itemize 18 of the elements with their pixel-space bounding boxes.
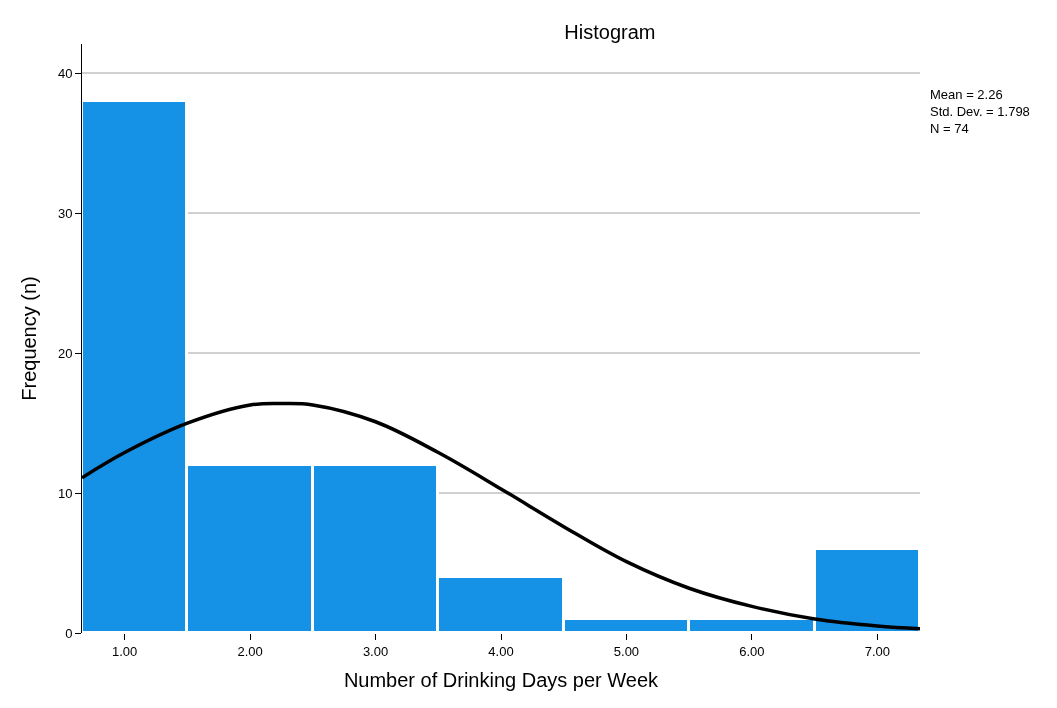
chart-title: Histogram <box>564 20 656 43</box>
x-tick-label: 1.00 <box>111 643 138 659</box>
y-axis-title: Frequency (n) <box>18 276 41 401</box>
y-tick-label: 40 <box>57 65 73 81</box>
x-tick-label: 5.00 <box>613 643 640 659</box>
text: Mean = 2.26 <box>930 87 1003 102</box>
text: N = 74 <box>930 120 969 136</box>
x-tick-label: 4.00 <box>488 643 514 659</box>
x-tick-label: 6.00 <box>739 643 765 659</box>
y-tick-label: 0 <box>65 625 73 641</box>
x-tick-label: 2.00 <box>237 643 263 659</box>
text: Std. Dev. = 1.798 <box>930 103 1030 119</box>
y-tick-label: 10 <box>57 485 73 501</box>
x-tick-label: 7.00 <box>864 643 891 659</box>
y-tick-label: 20 <box>57 345 73 361</box>
y-tick-label: 30 <box>57 205 73 221</box>
x-axis-title: Number of Drinking Days per Week <box>343 669 660 692</box>
x-tick-label: 3.00 <box>362 643 389 659</box>
